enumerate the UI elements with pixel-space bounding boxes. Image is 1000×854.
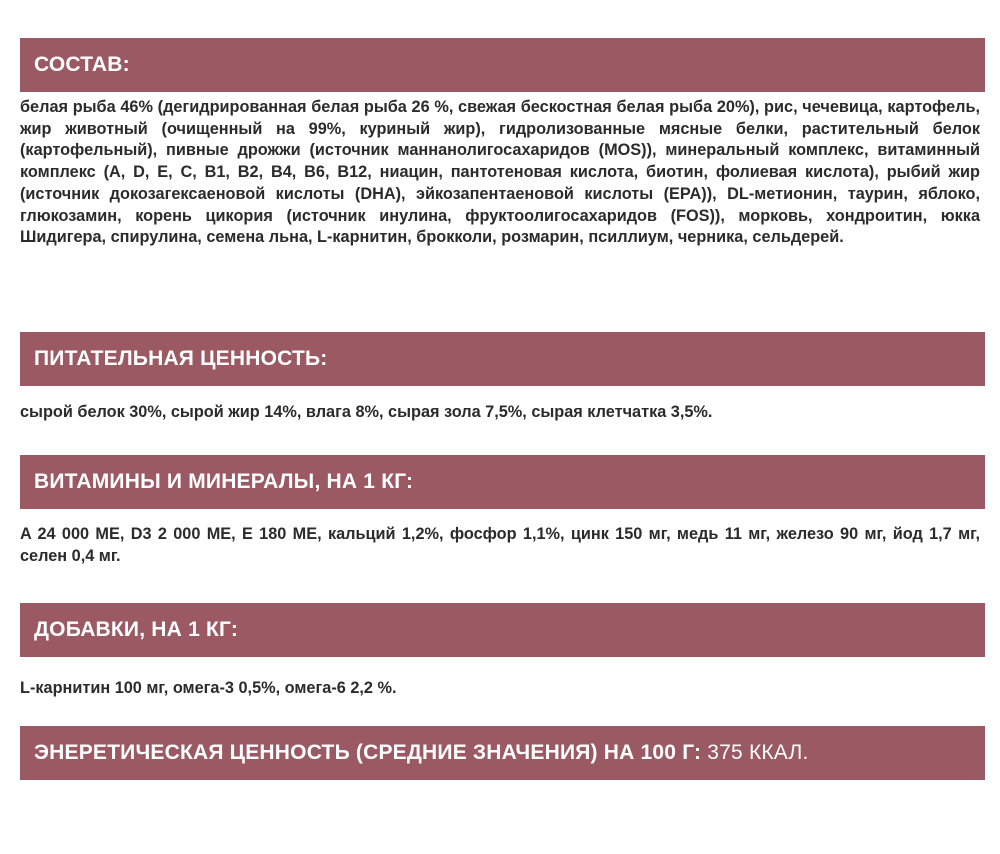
additives-header: ДОБАВКИ, НА 1 КГ: (20, 603, 985, 657)
nutrition-title: ПИТАТЕЛЬНАЯ ЦЕННОСТЬ: (34, 347, 328, 370)
energy-value: 375 ККАЛ. (701, 741, 809, 764)
additives-text: L-карнитин 100 мг, омега-3 0,5%, омега-6… (20, 679, 397, 697)
composition-header: СОСТАВ: (20, 38, 985, 92)
vitamins-text: A 24 000 ME, D3 2 000 ME, E 180 ME, каль… (20, 525, 980, 565)
nutrition-header: ПИТАТЕЛЬНАЯ ЦЕННОСТЬ: (20, 332, 985, 386)
vitamins-header: ВИТАМИНЫ И МИНЕРАЛЫ, НА 1 КГ: (20, 455, 985, 509)
additives-title: ДОБАВКИ, НА 1 КГ: (34, 618, 239, 641)
composition-text: белая рыба 46% (дегидрированная белая ры… (20, 98, 980, 247)
energy-title: ЭНЕРЕТИЧЕСКАЯ ЦЕННОСТЬ (СРЕДНИЕ ЗНАЧЕНИЯ… (34, 741, 702, 764)
energy-header: ЭНЕРЕТИЧЕСКАЯ ЦЕННОСТЬ (СРЕДНИЕ ЗНАЧЕНИЯ… (20, 726, 985, 780)
nutrition-text: сырой белок 30%, сырой жир 14%, влага 8%… (20, 403, 713, 421)
vitamins-title: ВИТАМИНЫ И МИНЕРАЛЫ, НА 1 КГ: (34, 470, 414, 493)
composition-title: СОСТАВ: (34, 53, 130, 76)
